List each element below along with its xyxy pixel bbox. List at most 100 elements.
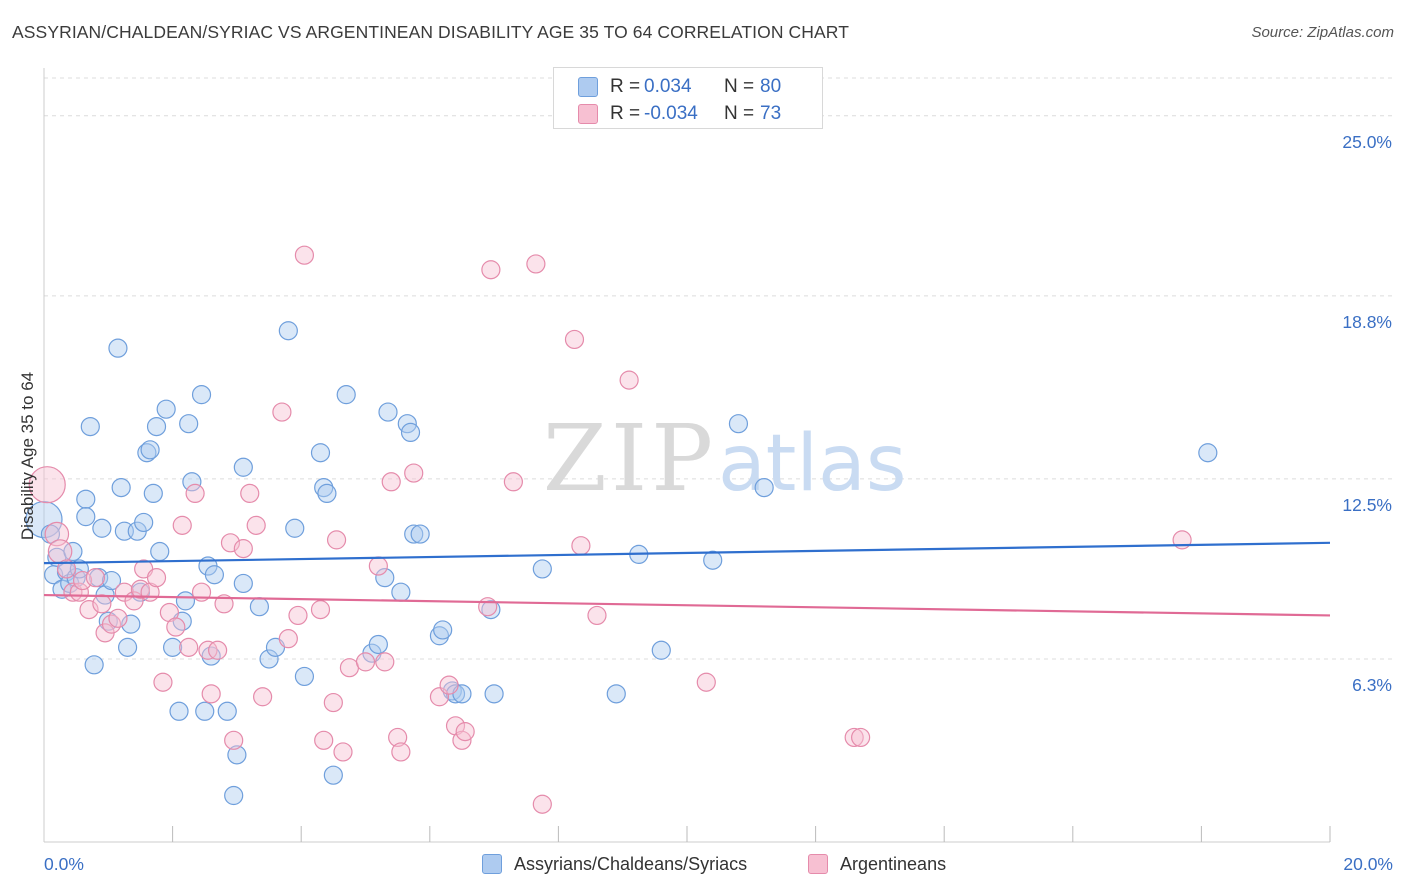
data-point-series1 <box>278 321 298 341</box>
data-point-series2 <box>391 742 411 762</box>
data-points <box>25 245 1218 814</box>
data-point-series1 <box>156 399 176 419</box>
data-point-series1 <box>651 640 671 660</box>
legend-row-series1: R = 0.034 N = 80 <box>578 74 781 100</box>
data-point-series2 <box>233 539 253 559</box>
data-point-series2 <box>851 727 871 748</box>
data-point-series2 <box>333 742 353 762</box>
legend-swatch-series2 <box>578 104 598 124</box>
data-point-series2 <box>85 568 106 588</box>
data-point-series1 <box>433 620 453 640</box>
data-point-series2 <box>153 672 173 692</box>
data-point-series2 <box>314 730 334 750</box>
legend-r-label: R = <box>610 103 641 124</box>
data-point-series2 <box>571 536 591 556</box>
data-point-series2 <box>503 472 523 492</box>
trend-line-series1 <box>43 541 1331 565</box>
bottom-legend-series2: Argentineans <box>808 852 946 876</box>
data-point-series1 <box>227 745 247 765</box>
data-point-series1 <box>233 573 253 594</box>
trend-line-series2 <box>43 593 1331 617</box>
data-point-series1 <box>76 489 96 509</box>
data-point-series1 <box>204 565 224 585</box>
legend-n-label: N = <box>724 103 755 124</box>
data-point-series1 <box>224 785 244 806</box>
data-point-series1 <box>259 649 279 669</box>
data-point-series2 <box>326 530 347 550</box>
data-point-series1 <box>323 765 343 785</box>
correlation-legend: R = 0.034 N = 80 R = -0.034 N = 73 <box>553 67 823 129</box>
data-point-series2 <box>339 658 360 678</box>
watermark-atlas: atlas <box>718 419 907 509</box>
data-point-series2 <box>375 652 395 672</box>
y-axis-label: Disability Age 35 to 64 <box>18 371 37 541</box>
data-point-series2 <box>478 597 498 617</box>
bottom-legend-label-series1: Assyrians/Chaldeans/Syriacs <box>514 853 748 874</box>
data-point-series1 <box>163 637 183 657</box>
data-point-series1 <box>140 440 160 460</box>
data-point-series1 <box>481 600 501 620</box>
data-point-series1 <box>375 568 395 588</box>
data-point-series1 <box>336 385 356 405</box>
data-point-series1 <box>368 634 388 655</box>
data-point-series2 <box>310 600 331 620</box>
data-point-series1 <box>400 422 421 443</box>
data-point-series1 <box>314 477 334 498</box>
data-point-series2 <box>288 605 308 626</box>
data-point-series1 <box>150 541 170 562</box>
data-point-series1 <box>233 457 253 477</box>
data-point-series1 <box>76 507 96 527</box>
data-point-series2 <box>439 675 459 695</box>
data-point-series2 <box>355 652 376 672</box>
data-point-series1 <box>410 524 430 544</box>
data-point-series2 <box>323 692 343 713</box>
legend-swatch-series1 <box>578 77 598 97</box>
data-point-series1 <box>117 637 138 657</box>
data-point-series1 <box>285 518 305 538</box>
data-point-series2 <box>28 466 66 504</box>
data-point-series1 <box>80 416 100 437</box>
data-point-series2 <box>240 483 260 504</box>
data-point-series2 <box>587 605 607 626</box>
data-point-series2 <box>253 687 273 707</box>
data-point-series2 <box>214 594 234 614</box>
data-point-series2 <box>224 730 244 750</box>
data-point-series1 <box>63 541 83 562</box>
data-point-series1 <box>404 524 424 544</box>
data-point-series1 <box>391 582 411 602</box>
data-point-series2 <box>201 684 221 704</box>
legend-r-value: -0.034 <box>644 103 698 124</box>
data-point-series1 <box>169 701 189 721</box>
data-point-series1 <box>429 626 450 646</box>
bottom-legend-label-series2: Argentineans <box>840 853 947 874</box>
data-point-series1 <box>25 500 63 539</box>
data-point-series1 <box>179 414 199 434</box>
legend-n-label: N = <box>724 76 755 97</box>
bottom-legend-series1: Assyrians/Chaldeans/Syriacs <box>482 852 747 876</box>
data-point-series1 <box>182 472 202 492</box>
data-point-series1 <box>137 443 157 463</box>
legend-r-label: R = <box>610 76 641 97</box>
data-point-series1 <box>754 477 774 498</box>
data-point-series2 <box>172 515 192 535</box>
data-point-series2 <box>368 556 388 576</box>
data-point-series1 <box>92 518 112 538</box>
x-tick-label-min: 0.0% <box>44 854 84 874</box>
data-point-series2 <box>166 617 186 637</box>
legend-n-value: 80 <box>760 76 782 97</box>
data-point-series2 <box>56 559 77 579</box>
data-point-series2 <box>294 245 315 265</box>
data-point-series1 <box>175 591 196 611</box>
source-label: Source: ZipAtlas.com <box>1251 24 1394 41</box>
data-point-series2 <box>532 794 552 814</box>
data-point-series1 <box>606 684 626 704</box>
data-point-series1 <box>84 655 104 675</box>
data-point-series1 <box>108 338 128 358</box>
x-tick-label-max: 20.0% <box>1343 854 1393 874</box>
data-point-series1 <box>294 666 315 687</box>
data-point-series2 <box>272 402 292 422</box>
data-point-series1 <box>146 416 167 437</box>
tick-labels: 6.3% 12.5% 18.8% 25.0% 0.0% 20.0% <box>44 132 1393 874</box>
axes <box>43 68 1331 843</box>
